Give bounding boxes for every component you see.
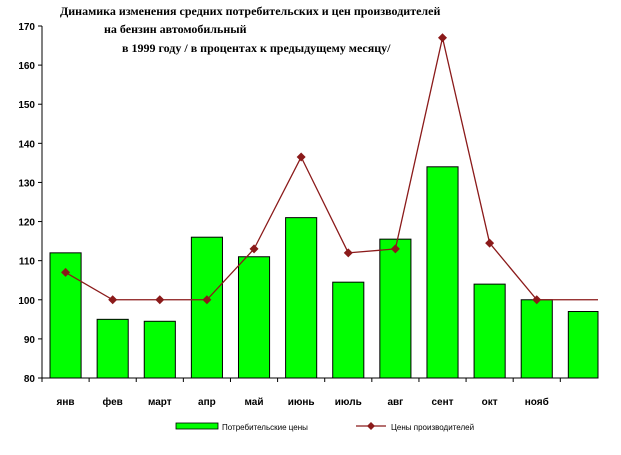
chart-title-line-1: Динамика изменения средних потребительск…: [60, 4, 441, 18]
x-tick-label: янв: [57, 397, 75, 408]
bar-consumer-price: [520, 299, 553, 379]
y-tick-label: 90: [24, 335, 36, 346]
bar-consumer-price: [473, 283, 506, 379]
legend-marker-producer: [367, 422, 375, 430]
producer-price-point: [343, 248, 353, 258]
legend-label-consumer: Потребительские цены: [222, 423, 308, 432]
producer-price-point: [155, 295, 165, 305]
producer-price-point: [390, 244, 400, 254]
bar-consumer-price: [332, 281, 365, 379]
y-tick-label: 150: [18, 100, 35, 111]
producer-price-point: [296, 152, 306, 162]
bar-consumer-price: [143, 320, 176, 379]
bar-consumer-price: [96, 318, 129, 379]
bar-consumer-price: [190, 236, 223, 379]
producer-price-point: [108, 295, 118, 305]
producer-price-point: [438, 33, 448, 43]
x-tick-label: март: [148, 397, 172, 408]
producer-price-polyline: [65, 37, 598, 301]
x-tick-label: нояб: [525, 396, 549, 408]
x-tick-label: сент: [431, 397, 453, 408]
bar-consumer-price: [237, 256, 271, 379]
x-tick-label: фев: [103, 396, 123, 408]
bars: [49, 166, 599, 379]
chart-title-line-2: на бензин автомобильный: [104, 22, 247, 36]
legend-swatch-consumer: [175, 422, 219, 430]
producer-price-point: [485, 238, 495, 248]
producer-price-point: [61, 267, 71, 277]
y-tick-label: 120: [18, 218, 35, 229]
y-tick-label: 170: [18, 22, 35, 33]
y-tick-label: 100: [18, 296, 35, 307]
producer-price-point: [532, 295, 542, 305]
x-tick-label: июнь: [288, 397, 315, 408]
y-tick-label: 160: [18, 61, 35, 72]
y-tick-label: 140: [18, 139, 35, 150]
bar-consumer-price: [567, 311, 599, 379]
y-tick-label: 80: [24, 374, 36, 385]
bar-consumer-price: [379, 238, 412, 379]
x-tick-label: май: [245, 397, 264, 408]
y-tick-label: 130: [18, 178, 35, 189]
legend-label-producer: Цены производителей: [391, 423, 474, 432]
legend: Потребительские цены Цены производителей: [175, 422, 474, 432]
producer-price-point: [249, 244, 259, 254]
x-tick-label: авг: [387, 397, 403, 408]
axes: 80 90 100 110 120 130 140 150 160 170 янв фев март ап…: [18, 22, 598, 408]
y-tick-label: 110: [19, 257, 36, 268]
bar-consumer-price: [285, 217, 318, 379]
producer-price-line: [61, 33, 598, 305]
chart-title-line-3: в 1999 году / в процентах к предыдущему …: [122, 41, 391, 55]
x-tick-label: апр: [198, 397, 216, 408]
producer-price-point: [202, 295, 212, 305]
x-tick-label: июль: [335, 397, 362, 408]
x-tick-label: окт: [482, 397, 498, 408]
bar-consumer-price: [426, 166, 459, 379]
